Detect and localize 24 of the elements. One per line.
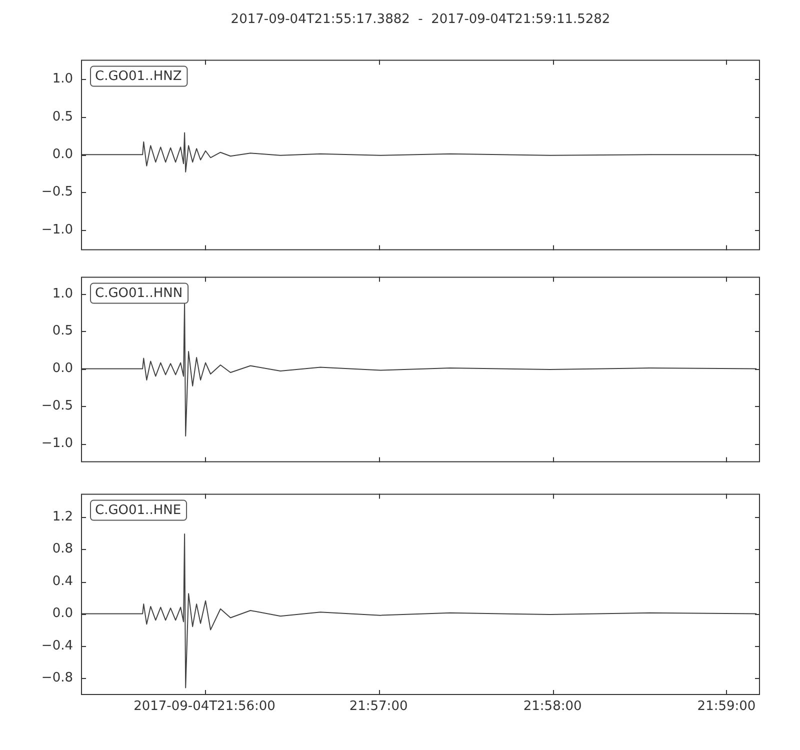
y-tick-label: 0.0 <box>52 361 73 376</box>
x-tick-label: 21:59:00 <box>697 699 756 714</box>
annotation: C.GO01..HNN <box>95 286 183 302</box>
y-tick-label: −1.0 <box>41 222 73 238</box>
y-tick-label: 0.0 <box>52 606 73 622</box>
y-tick-label: −0.8 <box>41 670 73 686</box>
y-tick-label: 0.8 <box>52 542 73 557</box>
x-tick-label: 21:57:00 <box>349 699 408 714</box>
y-tick-label: 1.0 <box>52 72 73 87</box>
y-tick-label: 1.2 <box>52 510 73 525</box>
annotation: C.GO01..HNE <box>95 503 182 518</box>
chart-title: 2017-09-04T21:55:17.3882 - 2017-09-04T21:59:11.5282 <box>230 12 612 27</box>
x-tick-label: 2017-09-04T21:56:00 <box>134 699 276 714</box>
y-tick-label: 0.5 <box>52 110 73 125</box>
y-tick-label: −1.0 <box>41 436 73 452</box>
y-tick-label: 1.0 <box>52 286 73 302</box>
y-tick-label: −0.4 <box>41 638 73 654</box>
x-tick-label: 21:58:00 <box>523 699 582 714</box>
y-tick-label: 0.4 <box>52 574 73 590</box>
y-tick-label: 0.5 <box>52 324 73 339</box>
y-tick-label: 0.0 <box>52 147 73 162</box>
y-tick-label: −0.5 <box>41 398 73 414</box>
annotation: C.GO01..HNZ <box>95 69 182 84</box>
y-tick-label: −0.5 <box>41 184 73 200</box>
